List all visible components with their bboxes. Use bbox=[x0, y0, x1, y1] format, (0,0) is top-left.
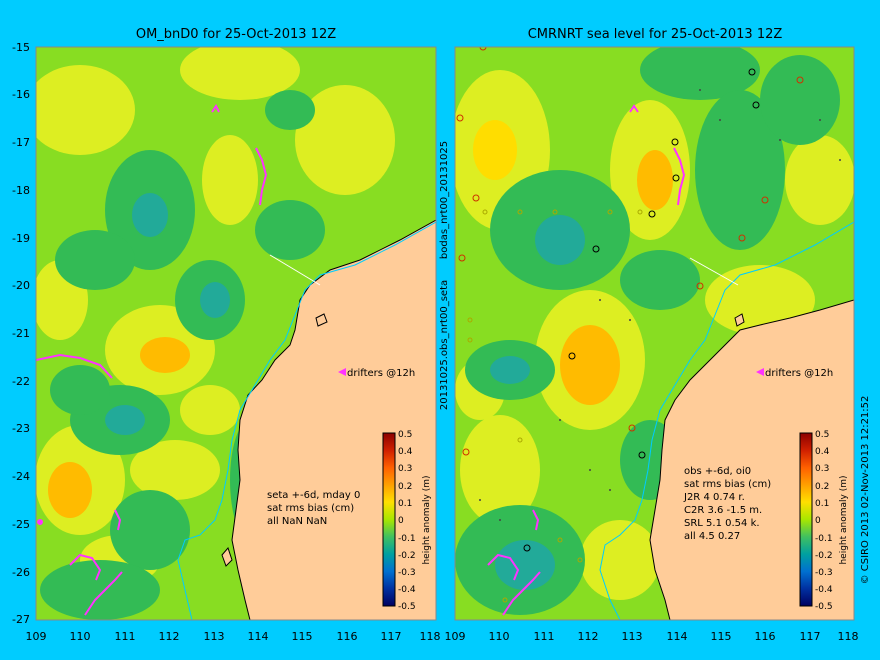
y-tick-label: -23 bbox=[12, 422, 30, 435]
left-drifters-legend: drifters @12h bbox=[338, 368, 415, 379]
right-map-field bbox=[455, 47, 854, 620]
x-tick-label: 115 bbox=[292, 630, 313, 643]
x-tick-label: 117 bbox=[800, 630, 821, 643]
colorbar-tick: -0.5 bbox=[398, 602, 416, 612]
stats-line: obs +-6d, oi0 bbox=[684, 466, 751, 477]
y-tick-label: -18 bbox=[12, 184, 30, 197]
y-tick-label: -22 bbox=[12, 375, 30, 388]
stats-line: all 4.5 0.27 bbox=[684, 531, 740, 542]
colorbar-tick: -0.1 bbox=[815, 534, 833, 544]
x-tick-label: 109 bbox=[445, 630, 466, 643]
x-tick-label: 117 bbox=[381, 630, 402, 643]
stats-line: C2R 3.6 -1.5 m. bbox=[684, 505, 762, 516]
right-x-axis: 109 110 111 112 113 114 115 116 117 118 bbox=[445, 630, 859, 643]
x-tick-label: 116 bbox=[337, 630, 358, 643]
colorbar-tick: -0.1 bbox=[398, 534, 416, 544]
y-tick-label: -24 bbox=[12, 470, 30, 483]
y-tick-label: -21 bbox=[12, 327, 30, 340]
y-tick-label: -19 bbox=[12, 232, 30, 245]
colorbar-label: height anomaly (m) bbox=[839, 475, 849, 564]
credit-label: © CSIRO 2013 02-Nov-2013 12:21:52 bbox=[860, 396, 871, 585]
colorbar-tick: -0.4 bbox=[815, 585, 833, 595]
stats-line: SRL 5.1 0.54 k. bbox=[684, 518, 760, 529]
x-tick-label: 109 bbox=[26, 630, 47, 643]
x-tick-label: 118 bbox=[838, 630, 859, 643]
y-tick-label: -15 bbox=[12, 41, 30, 54]
x-tick-label: 111 bbox=[115, 630, 136, 643]
left-map-title: OM_bnD0 for 25-Oct-2013 12Z bbox=[136, 27, 336, 42]
left-colorbar: 0.5 0.4 0.3 0.2 0.1 0 -0.1 -0.2 -0.3 -0.… bbox=[382, 430, 432, 612]
right-colorbar: 0.5 0.4 0.3 0.2 0.1 0 -0.1 -0.2 -0.3 -0.… bbox=[799, 430, 849, 612]
y-tick-label: -27 bbox=[12, 613, 30, 626]
colorbar-tick: 0.1 bbox=[398, 499, 412, 509]
colorbar-tick: 0.4 bbox=[815, 447, 830, 457]
x-tick-label: 116 bbox=[755, 630, 776, 643]
left-stats: seta +-6d, mday 0 sat rms bias (cm) all … bbox=[267, 490, 360, 527]
colorbar-tick: 0.2 bbox=[815, 482, 829, 492]
colorbar-tick: 0.2 bbox=[398, 482, 412, 492]
y-tick-label: -17 bbox=[12, 136, 30, 149]
left-x-axis: 109 110 111 112 113 114 115 116 117 118 bbox=[26, 630, 441, 643]
obs-label: 20131025.obs_nrt00_seta bbox=[439, 280, 450, 410]
x-tick-label: 118 bbox=[420, 630, 441, 643]
x-tick-label: 113 bbox=[204, 630, 225, 643]
colorbar-tick: 0 bbox=[398, 516, 404, 526]
y-tick-label: -16 bbox=[12, 88, 30, 101]
colorbar-tick: -0.3 bbox=[815, 568, 833, 578]
left-map-field bbox=[36, 47, 436, 620]
colorbar-tick: 0.4 bbox=[398, 447, 413, 457]
drifters-label: drifters @12h bbox=[765, 368, 833, 379]
stats-line: J2R 4 0.74 r. bbox=[683, 492, 745, 503]
stats-line: sat rms bias (cm) bbox=[684, 479, 771, 490]
colorbar-tick: -0.2 bbox=[815, 551, 833, 561]
stats-line: all NaN NaN bbox=[267, 516, 327, 527]
x-tick-label: 113 bbox=[622, 630, 643, 643]
left-y-axis: -15 -16 -17 -18 -19 -20 -21 -22 -23 -24 … bbox=[12, 41, 30, 626]
colorbar-tick: -0.5 bbox=[815, 602, 833, 612]
x-tick-label: 110 bbox=[70, 630, 91, 643]
x-tick-label: 111 bbox=[534, 630, 555, 643]
right-stats: obs +-6d, oi0 sat rms bias (cm) J2R 4 0.… bbox=[683, 466, 771, 542]
stats-line: sat rms bias (cm) bbox=[267, 503, 354, 514]
x-tick-label: 112 bbox=[578, 630, 599, 643]
colorbar-tick: 0.1 bbox=[815, 499, 829, 509]
right-map-frame bbox=[454, 46, 855, 621]
colorbar-tick: -0.4 bbox=[398, 585, 416, 595]
colorbar-tick: -0.3 bbox=[398, 568, 416, 578]
colorbar-tick: 0.5 bbox=[815, 430, 829, 440]
left-map-frame bbox=[35, 46, 437, 621]
y-tick-label: -25 bbox=[12, 518, 30, 531]
left-drifter-tracks bbox=[36, 104, 268, 616]
colorbar-tick: 0 bbox=[815, 516, 821, 526]
stats-line: seta +-6d, mday 0 bbox=[267, 490, 360, 501]
colorbar-tick: 0.5 bbox=[398, 430, 412, 440]
x-tick-label: 112 bbox=[159, 630, 180, 643]
right-map-title: CMRNRT sea level for 25-Oct-2013 12Z bbox=[528, 27, 783, 42]
colorbar-tick: 0.3 bbox=[815, 464, 829, 474]
x-tick-label: 115 bbox=[711, 630, 732, 643]
y-tick-label: -26 bbox=[12, 566, 30, 579]
right-obs-markers bbox=[456, 47, 804, 456]
bodas-label: bodas_nrt00_20131025 bbox=[439, 141, 450, 259]
y-tick-label: -20 bbox=[12, 279, 30, 292]
x-tick-label: 114 bbox=[667, 630, 688, 643]
right-drifter-tracks bbox=[487, 104, 686, 616]
right-drifters-legend: drifters @12h bbox=[756, 368, 833, 379]
drifters-label: drifters @12h bbox=[347, 368, 415, 379]
x-tick-label: 114 bbox=[248, 630, 269, 643]
colorbar-tick: 0.3 bbox=[398, 464, 412, 474]
colorbar-tick: -0.2 bbox=[398, 551, 416, 561]
colorbar-label: height anomaly (m) bbox=[422, 475, 432, 564]
x-tick-label: 110 bbox=[489, 630, 510, 643]
